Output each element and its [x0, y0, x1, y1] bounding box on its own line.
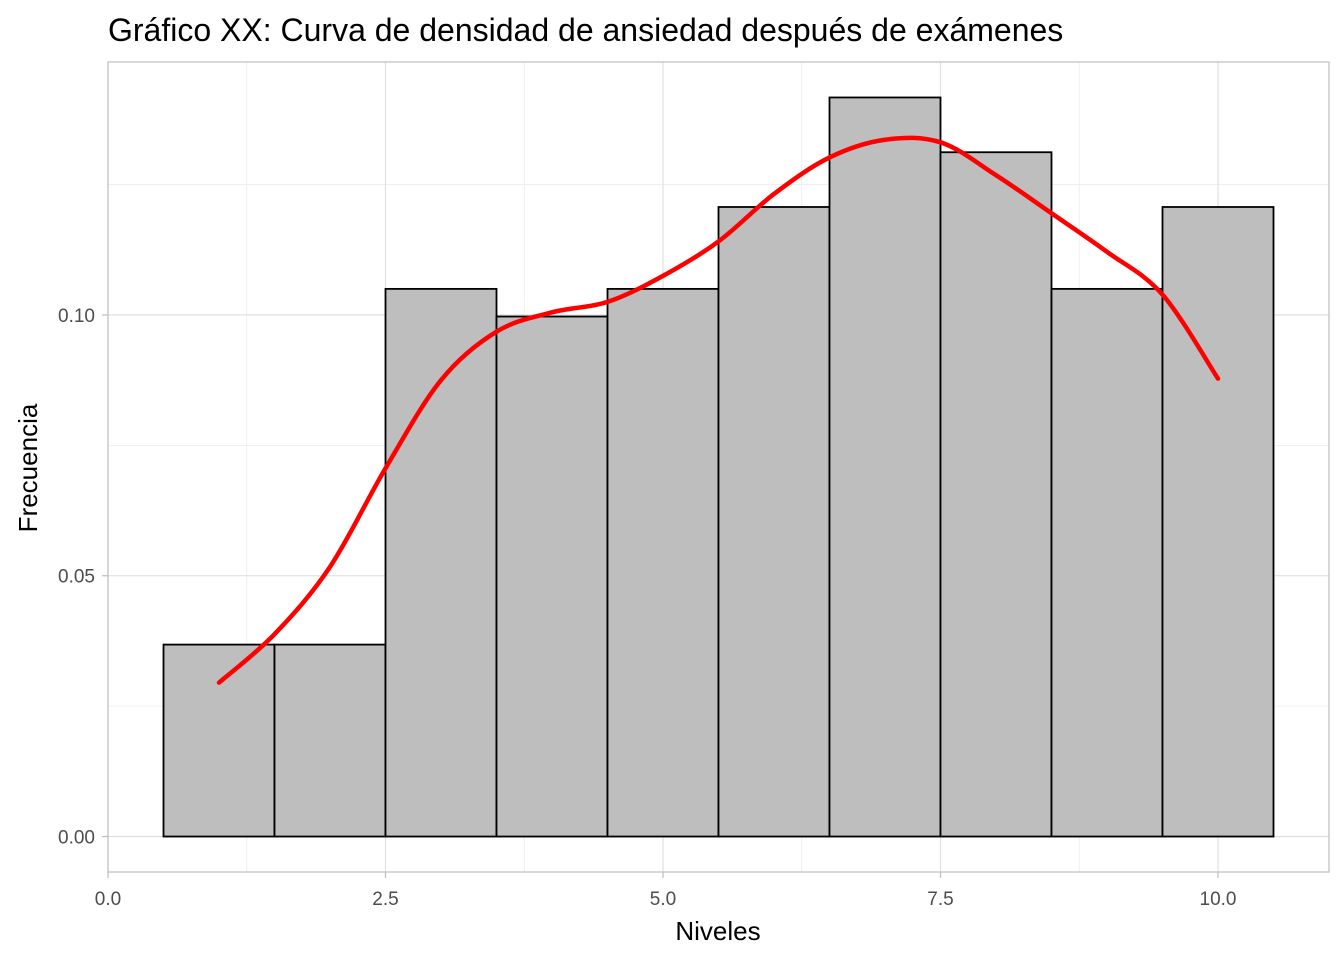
- histogram-bar: [828, 96, 942, 838]
- x-axis-title: Niveles: [675, 916, 760, 946]
- histogram-bar: [384, 287, 498, 838]
- histogram-bars: [162, 96, 1275, 838]
- x-tick-label: 2.5: [372, 889, 398, 910]
- histogram-bar: [717, 206, 831, 838]
- y-tick-label: 0.05: [58, 567, 95, 588]
- y-axis-ticks: 0.00 0.05 0.10: [58, 306, 108, 849]
- x-axis-ticks: 0.0 2.5 5.0 7.5 10.0: [95, 872, 1237, 910]
- x-tick-label: 0.0: [95, 889, 121, 910]
- histogram-bar: [1050, 287, 1164, 838]
- y-tick-label: 0.00: [58, 828, 95, 849]
- histogram-bar: [1161, 206, 1275, 838]
- histogram-bar: [273, 643, 387, 838]
- y-axis-title: Frecuencia: [13, 403, 43, 532]
- x-tick-label: 7.5: [927, 889, 953, 910]
- y-tick-label: 0.10: [58, 306, 95, 327]
- x-tick-label: 5.0: [650, 889, 676, 910]
- x-tick-label: 10.0: [1200, 889, 1237, 910]
- density-curve: [216, 135, 1221, 685]
- histogram-bar: [606, 287, 720, 838]
- panel-border: [107, 61, 1330, 873]
- histogram-bar: [939, 151, 1053, 838]
- histogram-bar: [162, 643, 276, 838]
- histogram-bar: [495, 315, 609, 838]
- chart-title: Gráfico XX: Curva de densidad de ansieda…: [108, 12, 1063, 48]
